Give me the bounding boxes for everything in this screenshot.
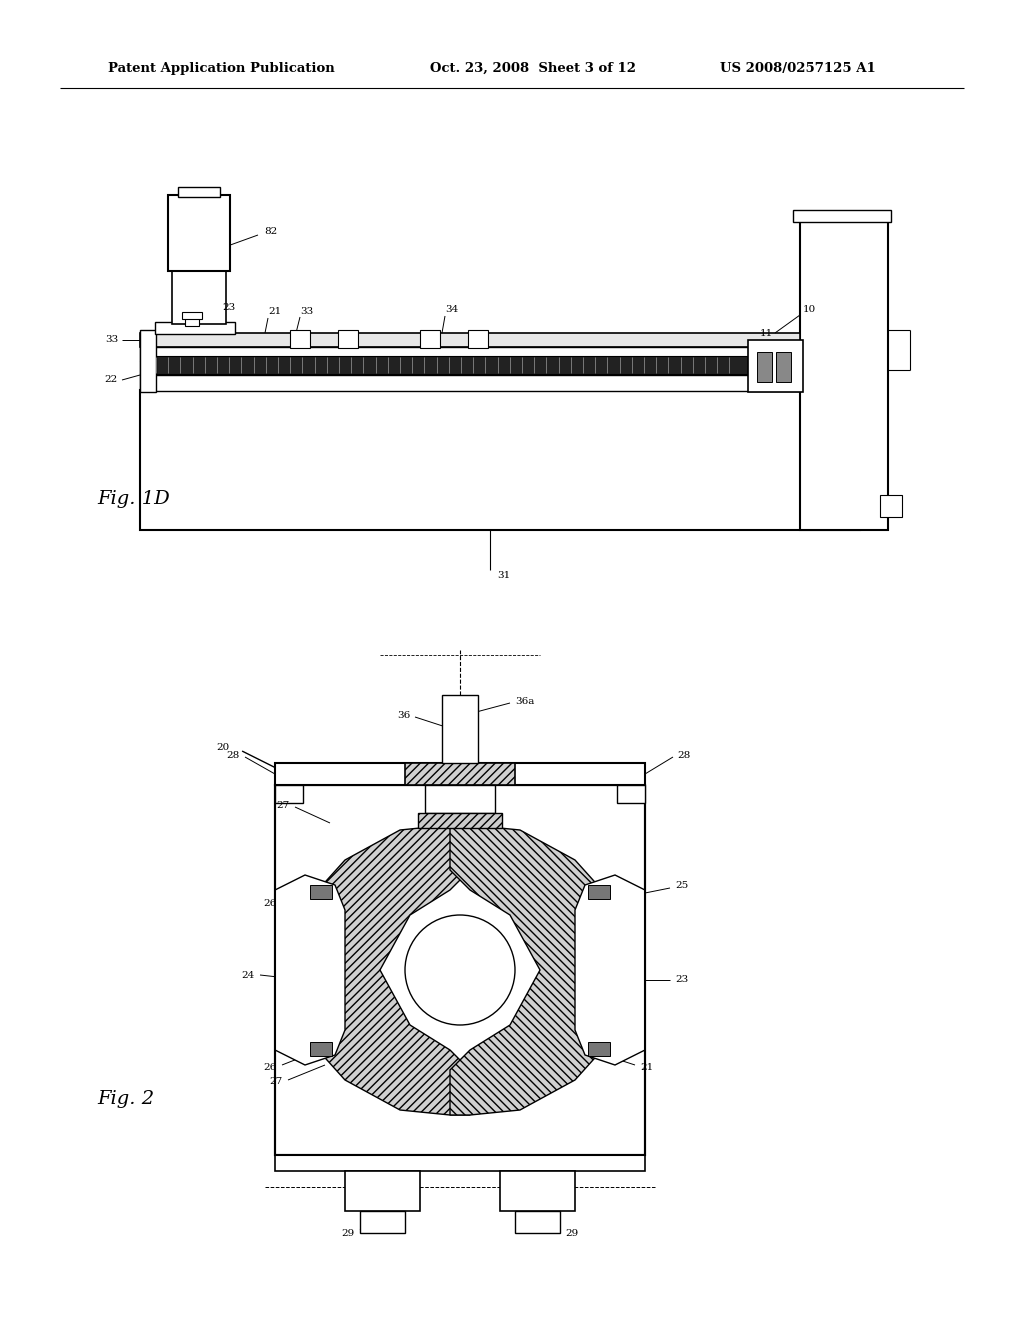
Text: 26: 26 bbox=[264, 899, 278, 908]
Bar bbox=[178, 187, 220, 197]
Bar bbox=[140, 389, 860, 531]
Text: 24: 24 bbox=[242, 970, 255, 979]
Text: 25: 25 bbox=[675, 882, 688, 891]
Text: US 2008/0257125 A1: US 2008/0257125 A1 bbox=[720, 62, 876, 75]
Text: 27: 27 bbox=[276, 800, 290, 809]
Bar bbox=[310, 1041, 332, 1056]
Bar bbox=[275, 763, 645, 785]
Text: 26: 26 bbox=[264, 1063, 278, 1072]
Text: Fig. 1D: Fig. 1D bbox=[97, 490, 170, 508]
Polygon shape bbox=[275, 875, 345, 1065]
Polygon shape bbox=[575, 875, 645, 1065]
Bar bbox=[310, 884, 332, 899]
Text: Patent Application Publication: Patent Application Publication bbox=[108, 62, 335, 75]
Text: 23: 23 bbox=[675, 975, 688, 985]
Text: 21: 21 bbox=[640, 1063, 653, 1072]
Text: 23: 23 bbox=[222, 304, 236, 313]
Bar bbox=[515, 1210, 560, 1233]
Bar bbox=[290, 330, 310, 348]
Bar bbox=[338, 330, 358, 348]
Bar bbox=[617, 785, 645, 803]
Bar bbox=[155, 322, 234, 334]
Bar bbox=[168, 195, 230, 271]
Text: 21: 21 bbox=[268, 308, 282, 317]
Bar bbox=[418, 813, 502, 828]
Bar bbox=[140, 333, 800, 347]
Bar bbox=[140, 360, 800, 375]
Polygon shape bbox=[285, 825, 470, 1115]
Bar bbox=[345, 1171, 420, 1210]
Bar bbox=[425, 785, 495, 813]
Bar bbox=[360, 1210, 406, 1233]
Bar bbox=[140, 330, 156, 392]
Bar bbox=[588, 1041, 610, 1056]
Bar bbox=[140, 347, 800, 360]
Bar bbox=[776, 352, 791, 381]
Bar bbox=[275, 785, 645, 1155]
Text: 28: 28 bbox=[677, 751, 690, 759]
Bar bbox=[275, 1155, 645, 1171]
Circle shape bbox=[406, 915, 515, 1026]
Bar bbox=[172, 268, 226, 323]
Text: 27: 27 bbox=[269, 1077, 283, 1086]
Text: 36: 36 bbox=[396, 710, 410, 719]
Text: 82: 82 bbox=[264, 227, 278, 236]
Bar bbox=[185, 318, 199, 326]
Text: 28: 28 bbox=[226, 751, 240, 759]
Text: 33: 33 bbox=[300, 306, 313, 315]
Polygon shape bbox=[450, 825, 635, 1115]
Bar bbox=[275, 785, 303, 803]
Bar bbox=[442, 696, 478, 763]
Text: 31: 31 bbox=[497, 572, 510, 581]
Bar bbox=[757, 352, 772, 381]
Text: 29: 29 bbox=[565, 1229, 579, 1238]
Text: 29: 29 bbox=[342, 1229, 355, 1238]
Bar bbox=[588, 884, 610, 899]
Bar bbox=[275, 785, 645, 1155]
Text: 34: 34 bbox=[445, 305, 459, 314]
Bar bbox=[500, 1171, 575, 1210]
Bar bbox=[406, 763, 515, 785]
Text: 36a: 36a bbox=[515, 697, 535, 705]
Bar bbox=[153, 356, 748, 374]
Bar bbox=[140, 375, 800, 391]
Bar bbox=[182, 312, 202, 319]
Text: 33: 33 bbox=[104, 335, 118, 345]
Bar bbox=[800, 215, 888, 531]
Bar bbox=[468, 330, 488, 348]
Bar bbox=[880, 495, 902, 517]
Text: 11: 11 bbox=[760, 330, 773, 338]
Bar bbox=[420, 330, 440, 348]
Text: 10: 10 bbox=[803, 305, 816, 314]
Text: 22: 22 bbox=[104, 375, 118, 384]
Bar bbox=[793, 210, 891, 222]
Text: Fig. 2: Fig. 2 bbox=[97, 1090, 155, 1107]
Text: Oct. 23, 2008  Sheet 3 of 12: Oct. 23, 2008 Sheet 3 of 12 bbox=[430, 62, 636, 75]
Text: 20: 20 bbox=[217, 742, 230, 751]
Bar bbox=[748, 341, 803, 392]
